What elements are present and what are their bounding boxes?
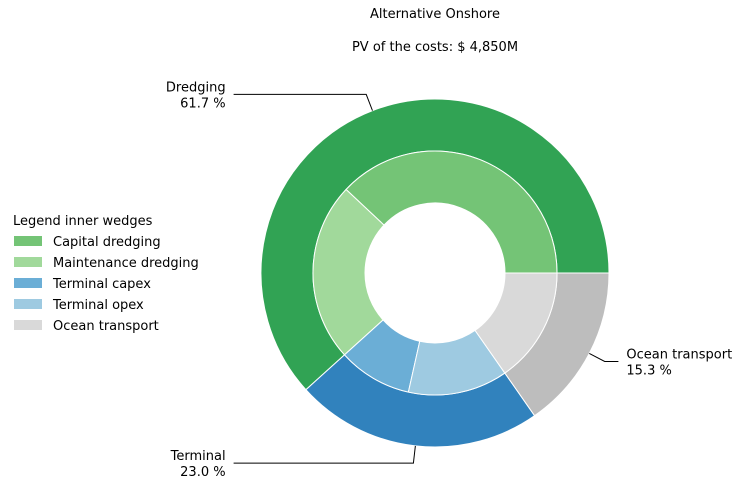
legend-swatch: [14, 257, 42, 267]
callout-line: [233, 445, 416, 464]
callout-line: [233, 93, 373, 111]
legend-label: Terminal opex: [52, 298, 144, 313]
inner-ring: [312, 150, 558, 396]
legend-swatch: [14, 299, 42, 309]
callout-percent: 15.3 %: [626, 363, 671, 378]
legend: Legend inner wedges Capital dredging Main…: [13, 214, 199, 334]
callout-label: Terminal: [170, 449, 226, 464]
inner-wedge-ocean-transport: [474, 272, 558, 374]
legend-swatch: [14, 236, 42, 246]
callout-line: [589, 353, 619, 362]
callout-label: Ocean transport: [626, 347, 732, 362]
legend-title: Legend inner wedges: [13, 214, 153, 229]
outer-ring: [260, 98, 610, 448]
legend-label: Capital dredging: [53, 235, 161, 250]
callout-percent: 61.7 %: [180, 96, 225, 111]
callout-percent: 23.0 %: [180, 465, 225, 480]
chart-title: Alternative Onshore: [370, 7, 500, 22]
inner-wedge-capital-dredging: [345, 150, 558, 274]
legend-label: Maintenance dredging: [53, 256, 199, 271]
legend-label: Ocean transport: [53, 319, 159, 334]
inner-wedge-maintenance-dredging: [312, 188, 385, 356]
legend-swatch: [14, 278, 42, 288]
legend-swatch: [14, 320, 42, 330]
legend-label: Terminal capex: [52, 277, 151, 292]
chart-subtitle: PV of the costs: $ 4,850M: [352, 40, 518, 55]
callout-label: Dredging: [166, 80, 226, 95]
